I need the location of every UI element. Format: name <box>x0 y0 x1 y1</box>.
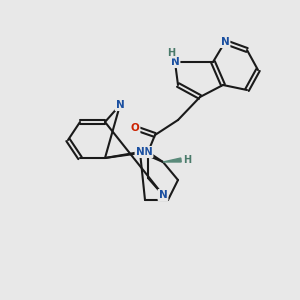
Text: N: N <box>144 147 152 157</box>
Polygon shape <box>163 158 181 162</box>
Text: N: N <box>220 37 230 47</box>
Text: H: H <box>167 48 175 58</box>
Text: N: N <box>136 147 144 157</box>
Text: O: O <box>130 123 140 133</box>
Text: N: N <box>171 57 179 67</box>
Text: N: N <box>159 190 167 200</box>
Text: H: H <box>183 155 191 165</box>
Text: N: N <box>116 100 124 110</box>
